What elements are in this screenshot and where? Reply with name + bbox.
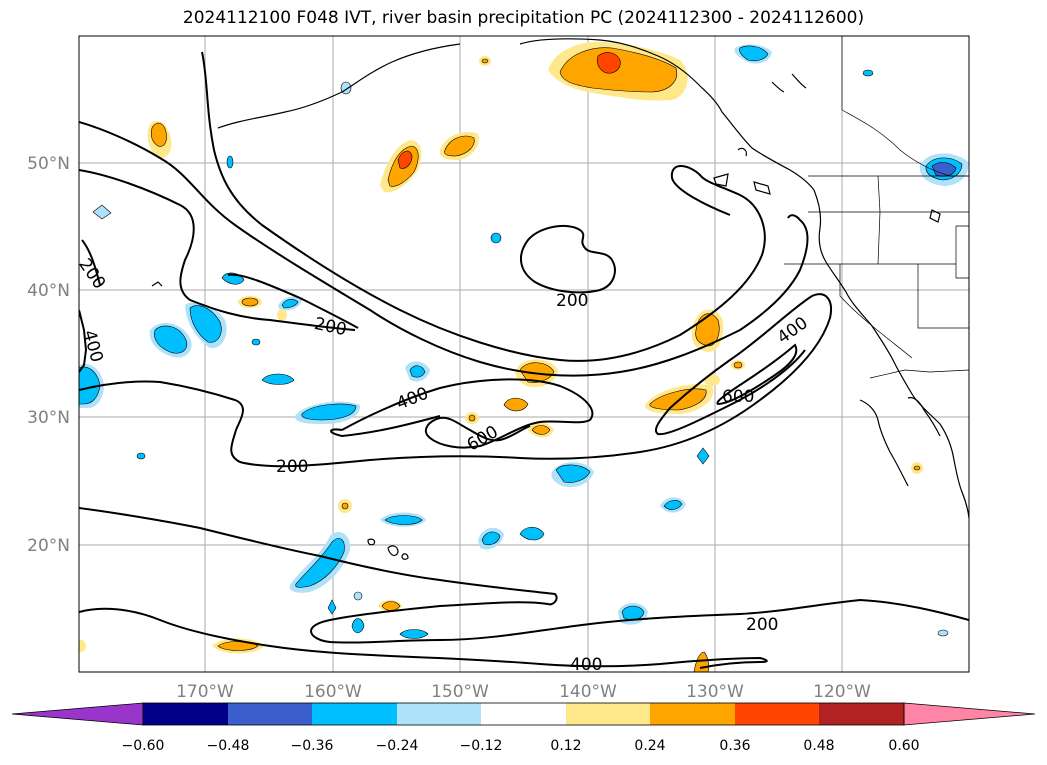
- contour-label: 200: [556, 291, 588, 311]
- borders: [784, 36, 969, 379]
- colorbar-segment: [312, 703, 397, 725]
- map-title: 2024112100 F048 IVT, river basin precipi…: [182, 8, 865, 28]
- precip-patches: [79, 41, 969, 672]
- longitude-labels: 170°W 160°W 150°W 140°W 130°W 120°W: [176, 682, 871, 702]
- colorbar-right-extend: [903, 702, 1036, 726]
- colorbar-tick: 0.12: [550, 738, 581, 754]
- colorbar-segment: [819, 703, 904, 725]
- lat-label-40n: 40°N: [27, 281, 70, 301]
- colorbar: −0.60 −0.48 −0.36 −0.24 −0.12 0.12 0.24 …: [11, 702, 1036, 754]
- latitude-labels: 50°N 40°N 30°N 20°N: [27, 154, 70, 556]
- colorbar-segment: [228, 703, 312, 725]
- lat-label-20n: 20°N: [27, 536, 70, 556]
- colorbar-tick: −0.12: [460, 738, 503, 754]
- lat-label-30n: 30°N: [27, 408, 70, 428]
- colorbar-segment: [650, 703, 735, 725]
- contour-label: 200: [746, 615, 778, 635]
- lon-label-140w: 140°W: [559, 682, 617, 702]
- lat-label-50n: 50°N: [27, 154, 70, 174]
- lon-label-160w: 160°W: [304, 682, 362, 702]
- gridlines: [79, 36, 969, 672]
- colorbar-tick: 0.48: [803, 738, 834, 754]
- contour-label: 600: [722, 387, 754, 407]
- colorbar-tick: 0.60: [888, 738, 919, 754]
- map-frame: [78, 35, 970, 673]
- lon-label-130w: 130°W: [686, 682, 744, 702]
- colorbar-tick: 0.24: [634, 738, 665, 754]
- ivt-contours: [79, 51, 969, 669]
- colorbar-tick: −0.60: [122, 738, 165, 754]
- lon-label-150w: 150°W: [431, 682, 489, 702]
- coastlines: [151, 38, 969, 560]
- colorbar-tick: 0.36: [719, 738, 750, 754]
- colorbar-segment: [481, 703, 566, 725]
- contour-label: 400: [570, 655, 602, 675]
- colorbar-segment: [735, 703, 819, 725]
- colorbar-tick: −0.24: [376, 738, 419, 754]
- colorbar-left-extend: [11, 702, 144, 726]
- lon-label-120w: 120°W: [813, 682, 871, 702]
- colorbar-tick: −0.48: [207, 738, 250, 754]
- colorbar-tick: −0.36: [291, 738, 334, 754]
- colorbar-segment: [143, 703, 228, 725]
- lon-label-170w: 170°W: [176, 682, 234, 702]
- colorbar-segment: [397, 703, 481, 725]
- colorbar-segment: [566, 703, 650, 725]
- contour-label: 200: [276, 457, 308, 477]
